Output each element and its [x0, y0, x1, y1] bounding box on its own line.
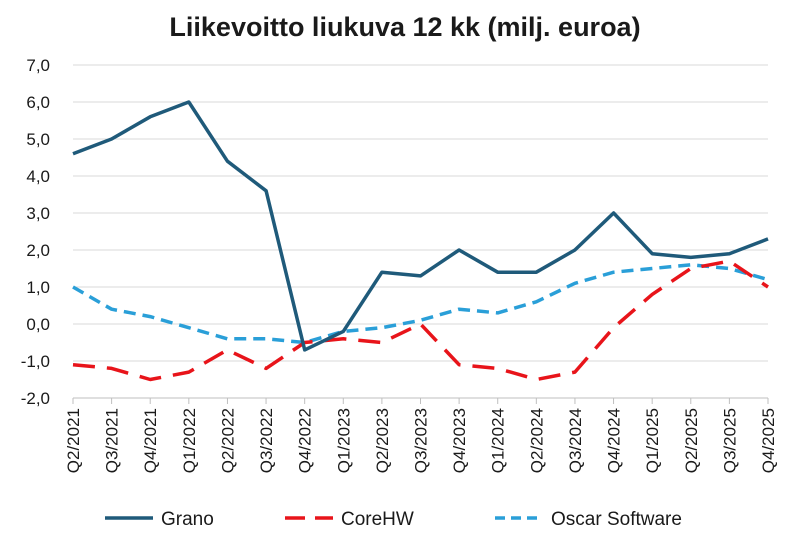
- y-tick-label: -2,0: [21, 389, 50, 408]
- y-tick-label: 2,0: [26, 241, 50, 260]
- chart-title: Liikevoitto liukuva 12 kk (milj. euroa): [169, 12, 640, 42]
- x-tick-label: Q2/2022: [218, 408, 237, 473]
- y-tick-label: 0,0: [26, 315, 50, 334]
- x-tick-label: Q3/2025: [720, 408, 739, 473]
- x-tick-label: Q2/2024: [527, 408, 546, 473]
- x-tick-label: Q2/2021: [64, 408, 83, 473]
- x-tick-label: Q3/2021: [103, 408, 122, 473]
- x-tick-label: Q4/2021: [141, 408, 160, 473]
- x-tick-label: Q4/2025: [759, 408, 778, 473]
- y-tick-label: 6,0: [26, 93, 50, 112]
- x-tick-label: Q2/2025: [682, 408, 701, 473]
- x-tick-label: Q4/2024: [605, 408, 624, 473]
- series-line-corehw: [72, 259, 769, 382]
- x-tick-label: Q3/2023: [412, 408, 431, 473]
- y-tick-label: 1,0: [26, 278, 50, 297]
- y-tick-label: 5,0: [26, 130, 50, 149]
- legend: Grano CoreHW Oscar Software: [105, 509, 682, 530]
- legend-label: CoreHW: [341, 509, 414, 530]
- y-tick-label: -1,0: [21, 352, 50, 371]
- x-tick-label: Q4/2022: [296, 408, 315, 473]
- x-tick-label: Q1/2022: [180, 408, 199, 473]
- y-tick-label: 7,0: [26, 56, 50, 75]
- x-tick-label: Q3/2022: [257, 408, 276, 473]
- x-tick-label: Q4/2023: [450, 408, 469, 473]
- y-axis-ticks: 7,0 6,0 5,0 4,0 3,0 2,0 1,0 0,0 -1,0 -2,0: [21, 56, 50, 408]
- series-line-grano: [72, 100, 769, 352]
- x-axis-ticks: Q2/2021 Q3/2021 Q4/2021 Q1/2022 Q2/2022 Q3/20…: [64, 408, 778, 473]
- x-tick-label: Q1/2025: [643, 408, 662, 473]
- x-tick-label: Q1/2023: [334, 408, 353, 473]
- x-tick-label: Q3/2024: [566, 408, 585, 473]
- x-tick-label: Q1/2024: [489, 408, 508, 473]
- x-tick-label: Q2/2023: [373, 408, 392, 473]
- gridlines: [73, 64, 768, 399]
- y-tick-label: 4,0: [26, 167, 50, 186]
- y-tick-label: 3,0: [26, 204, 50, 223]
- legend-label: Oscar Software: [551, 509, 682, 530]
- series-line-oscar-software: [72, 263, 769, 345]
- series-lines: [72, 100, 769, 382]
- x-axis: [72, 397, 769, 404]
- legend-label: Grano: [161, 509, 214, 530]
